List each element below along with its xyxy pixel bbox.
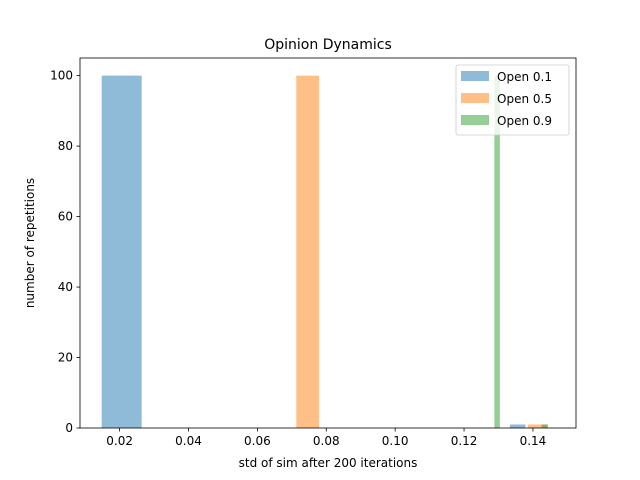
bar-series-3-1 — [494, 75, 500, 428]
y-tick-label: 40 — [58, 280, 73, 294]
x-tick-label: 0.08 — [313, 434, 340, 448]
legend-label-3: Open 0.9 — [497, 114, 552, 128]
legend-swatch-3 — [461, 115, 489, 125]
bars-group — [101, 75, 548, 428]
x-tick-label: 0.02 — [106, 434, 133, 448]
x-tick-label: 0.10 — [382, 434, 409, 448]
x-axis-label: std of sim after 200 iterations — [239, 456, 418, 470]
y-tick-label: 80 — [58, 139, 73, 153]
x-tick-label: 0.06 — [244, 434, 271, 448]
legend-swatch-2 — [461, 93, 489, 103]
plot-frame — [79, 57, 577, 429]
y-axis-ticks: 0 20 40 60 80 100 — [50, 69, 80, 435]
x-tick-label: 0.14 — [520, 434, 547, 448]
x-tick-label: 0.12 — [451, 434, 478, 448]
x-tick-label: 0.04 — [175, 434, 202, 448]
y-tick-label: 0 — [65, 421, 73, 435]
legend-swatch-1 — [461, 71, 489, 81]
y-tick-label: 20 — [58, 351, 73, 365]
bar-series-3-2 — [541, 424, 548, 428]
legend: Open 0.1 Open 0.5 Open 0.9 — [455, 64, 570, 136]
bar-series-1-1 — [101, 75, 142, 428]
legend-label-2: Open 0.5 — [497, 92, 552, 106]
y-tick-label: 60 — [58, 210, 73, 224]
y-axis-label: number of repetitions — [23, 178, 37, 308]
bar-series-2-2 — [527, 424, 548, 428]
y-tick-label: 100 — [50, 69, 73, 83]
legend-label-1: Open 0.1 — [497, 70, 552, 84]
chart-title: Opinion Dynamics — [264, 37, 391, 53]
bar-series-1-2 — [509, 424, 526, 428]
bar-series-2-1 — [296, 75, 320, 428]
x-axis-ticks: 0.02 0.04 0.06 0.08 0.10 0.12 0.14 — [106, 428, 546, 448]
